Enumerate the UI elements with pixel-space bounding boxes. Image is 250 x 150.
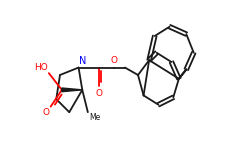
Text: O: O <box>110 56 117 65</box>
Text: O: O <box>43 108 50 117</box>
Polygon shape <box>62 88 82 92</box>
Text: HO: HO <box>34 63 48 72</box>
Text: N: N <box>80 56 87 66</box>
Text: O: O <box>96 89 102 98</box>
Text: Me: Me <box>89 113 100 122</box>
